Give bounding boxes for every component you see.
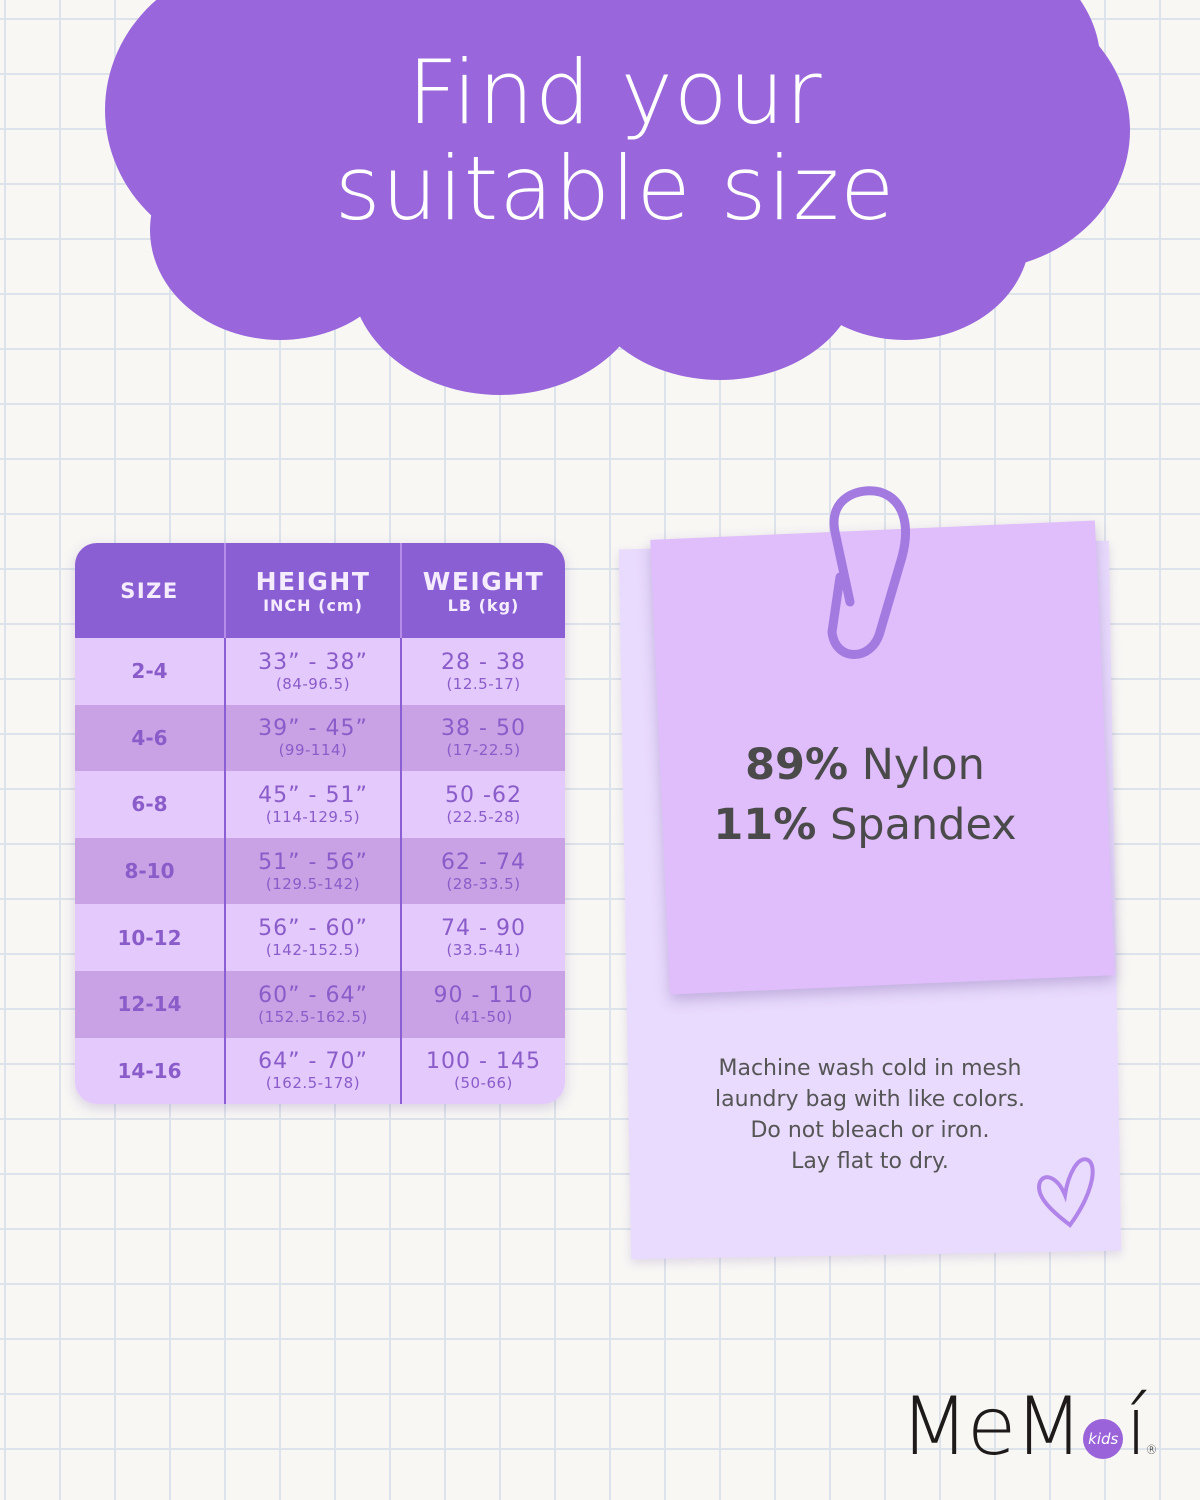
size-value: 8-10 bbox=[124, 859, 175, 884]
height-cm: (99-114) bbox=[278, 741, 348, 760]
weight-kg: (33.5-41) bbox=[446, 941, 521, 960]
care-line: Machine wash cold in mesh bbox=[718, 1056, 1022, 1081]
heart-icon bbox=[1037, 1157, 1095, 1228]
weight-lb: 38 - 50 bbox=[441, 716, 526, 742]
care-line: Lay flat to dry. bbox=[791, 1149, 949, 1174]
height-cell: 51” - 56” (129.5-142) bbox=[224, 837, 402, 905]
fabric-composition: 89% Nylon 11% Spandex bbox=[660, 735, 1070, 855]
size-chart-table: SIZE HEIGHT INCH (cm) WEIGHT LB (kg) 2-4 3… bbox=[75, 543, 565, 1104]
table-row: 6-8 45” - 51” (114-129.5) 50 -62 (22.5-28) bbox=[75, 771, 565, 838]
table-row: 2-4 33” - 38” (84-96.5) 28 - 38 (12.5-17) bbox=[75, 638, 565, 705]
weight-cell: 74 - 90 (33.5-41) bbox=[402, 904, 565, 971]
header-label: HEIGHT bbox=[255, 566, 371, 596]
page-title: Find your suitable size bbox=[200, 45, 1030, 237]
table-row: 8-10 51” - 56” (129.5-142) 62 - 74 (28-33.… bbox=[75, 837, 565, 905]
height-cell: 60” - 64” (152.5-162.5) bbox=[224, 970, 402, 1038]
header-label: WEIGHT bbox=[422, 566, 545, 596]
weight-lb: 74 - 90 bbox=[441, 916, 526, 942]
weight-lb: 62 - 74 bbox=[441, 849, 526, 875]
weight-cell: 50 -62 (22.5-28) bbox=[402, 771, 565, 838]
weight-lb: 100 - 145 bbox=[426, 1049, 541, 1075]
height-inch: 33” - 38” bbox=[258, 649, 368, 675]
size-cell: 2-4 bbox=[75, 638, 224, 705]
weight-lb: 28 - 38 bbox=[441, 649, 526, 675]
height-cm: (152.5-162.5) bbox=[258, 1007, 368, 1026]
paperclip-icon bbox=[827, 486, 910, 659]
logo-text: MeM bbox=[900, 1380, 1083, 1473]
height-cell: 56” - 60” (142-152.5) bbox=[224, 904, 402, 971]
table-row: 10-12 56” - 60” (142-152.5) 74 - 90 (33.5-… bbox=[75, 904, 565, 971]
registered-mark: ® bbox=[1145, 1443, 1158, 1457]
care-instructions: Machine wash cold in mesh laundry bag wi… bbox=[660, 1053, 1080, 1177]
memoi-kids-logo: MeM kids í ® bbox=[900, 1380, 1158, 1473]
weight-kg: (28-33.5) bbox=[446, 874, 521, 893]
size-cell: 14-16 bbox=[75, 1038, 224, 1104]
weight-cell: 38 - 50 (17-22.5) bbox=[402, 705, 565, 772]
height-cm: (114-129.5) bbox=[265, 807, 361, 826]
title-line-2: suitable size bbox=[334, 137, 896, 240]
weight-cell: 62 - 74 (28-33.5) bbox=[402, 838, 565, 905]
title-line-1: Find your bbox=[407, 41, 823, 144]
height-cm: (162.5-178) bbox=[265, 1074, 361, 1093]
height-cm: (129.5-142) bbox=[265, 874, 361, 893]
spandex-label: Spandex bbox=[829, 800, 1017, 850]
table-row: 12-14 60” - 64” (152.5-162.5) 90 - 110 (41… bbox=[75, 970, 565, 1038]
nylon-percent: 89% bbox=[745, 740, 849, 790]
header-size: SIZE bbox=[75, 543, 224, 638]
height-cm: (84-96.5) bbox=[275, 674, 351, 693]
weight-kg: (17-22.5) bbox=[446, 741, 521, 760]
height-cell: 39” - 45” (99-114) bbox=[224, 704, 402, 772]
size-value: 6-8 bbox=[131, 792, 168, 817]
height-cell: 64” - 70” (162.5-178) bbox=[224, 1037, 402, 1104]
height-inch: 45” - 51” bbox=[258, 782, 368, 808]
height-inch: 60” - 64” bbox=[258, 982, 368, 1008]
height-cm: (142-152.5) bbox=[265, 941, 361, 960]
height-inch: 51” - 56” bbox=[258, 849, 368, 875]
weight-lb: 90 - 110 bbox=[433, 982, 534, 1008]
header-unit: INCH (cm) bbox=[263, 595, 363, 615]
table-row: 4-6 39” - 45” (99-114) 38 - 50 (17-22.5) bbox=[75, 704, 565, 772]
height-inch: 64” - 70” bbox=[258, 1049, 368, 1075]
size-cell: 8-10 bbox=[75, 838, 224, 905]
size-cell: 6-8 bbox=[75, 771, 224, 838]
logo-kids-badge: kids bbox=[1083, 1419, 1124, 1459]
nylon-label: Nylon bbox=[861, 740, 985, 790]
height-cell: 33” - 38” (84-96.5) bbox=[224, 638, 402, 705]
size-value: 4-6 bbox=[131, 725, 168, 750]
weight-kg: (41-50) bbox=[454, 1007, 513, 1026]
size-value: 10-12 bbox=[117, 925, 182, 950]
weight-cell: 28 - 38 (12.5-17) bbox=[402, 638, 565, 705]
header-unit: LB (kg) bbox=[447, 595, 520, 615]
size-value: 2-4 bbox=[131, 659, 168, 684]
header-label: SIZE bbox=[120, 578, 179, 603]
header-height: HEIGHT INCH (cm) bbox=[224, 543, 402, 638]
size-cell: 4-6 bbox=[75, 705, 224, 772]
size-cell: 10-12 bbox=[75, 904, 224, 971]
weight-kg: (50-66) bbox=[454, 1074, 513, 1093]
weight-cell: 90 - 110 (41-50) bbox=[402, 971, 565, 1038]
table-row: 14-16 64” - 70” (162.5-178) 100 - 145 (50-… bbox=[75, 1037, 565, 1104]
header-weight: WEIGHT LB (kg) bbox=[402, 543, 565, 638]
weight-kg: (12.5-17) bbox=[446, 674, 521, 693]
weight-lb: 50 -62 bbox=[445, 782, 522, 808]
weight-cell: 100 - 145 (50-66) bbox=[402, 1038, 565, 1104]
weight-kg: (22.5-28) bbox=[446, 807, 521, 826]
spandex-percent: 11% bbox=[713, 800, 817, 850]
care-line: laundry bag with like colors. bbox=[715, 1087, 1025, 1112]
size-cell: 12-14 bbox=[75, 971, 224, 1038]
height-inch: 39” - 45” bbox=[258, 716, 368, 742]
height-cell: 45” - 51” (114-129.5) bbox=[224, 771, 402, 838]
title-cloud bbox=[0, 0, 1200, 400]
table-header: SIZE HEIGHT INCH (cm) WEIGHT LB (kg) bbox=[75, 543, 565, 638]
logo-text: í bbox=[1125, 1380, 1147, 1473]
size-value: 12-14 bbox=[117, 992, 182, 1017]
size-value: 14-16 bbox=[117, 1058, 182, 1083]
care-line: Do not bleach or iron. bbox=[750, 1118, 990, 1143]
height-inch: 56” - 60” bbox=[258, 916, 368, 942]
